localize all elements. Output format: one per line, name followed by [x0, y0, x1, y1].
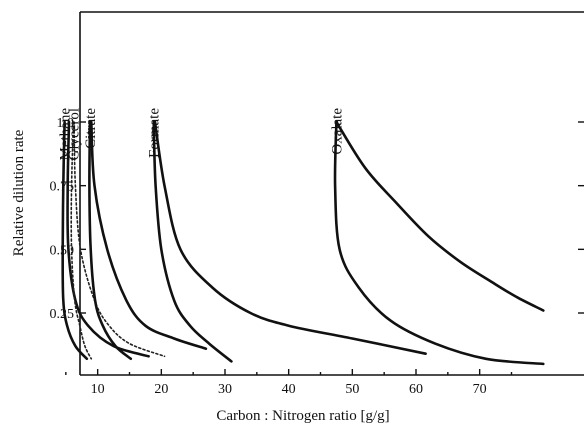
formate-curve-lower: [152, 120, 233, 363]
x-tick-label: 50: [345, 382, 359, 397]
citrate-curve-lower: [88, 120, 133, 361]
y-tick-label: 0.75: [50, 180, 75, 195]
glycerol-label: Glycerol: [67, 108, 83, 160]
x-tick-label: 70: [473, 382, 487, 397]
x-ticks: 10 20 30 40 50 60 70: [65, 369, 513, 397]
methane-label: Methane: [58, 108, 74, 161]
methane-curve-lower: [61, 120, 89, 361]
methane-curve-upper: [66, 120, 150, 358]
formate-label: Formate: [147, 108, 163, 158]
x-axis-label: Carbon : Nitrogen ratio [g/g]: [216, 408, 389, 424]
y-ticks: 0.250.500.751.0: [50, 116, 584, 322]
oxalate-label: Oxalate: [329, 108, 345, 155]
x-tick-label: 20: [154, 382, 168, 397]
x-tick-label: 60: [409, 382, 423, 397]
glycerol-curve-lower: [70, 121, 93, 360]
citrate-label: Citrate: [83, 108, 99, 149]
x-tick-label: 30: [218, 382, 232, 397]
x-tick-label: 40: [282, 382, 296, 397]
oxalate-curve-upper: [335, 120, 545, 312]
x-tick-label: 10: [91, 382, 105, 397]
curves: [61, 120, 545, 366]
formate-curve-upper: [153, 120, 427, 355]
y-axis-label: Relative dilution rate: [11, 129, 27, 256]
citrate-curve-upper: [90, 120, 208, 350]
oxalate-curve-lower: [333, 120, 545, 366]
y-tick-label: 0.25: [50, 307, 75, 322]
